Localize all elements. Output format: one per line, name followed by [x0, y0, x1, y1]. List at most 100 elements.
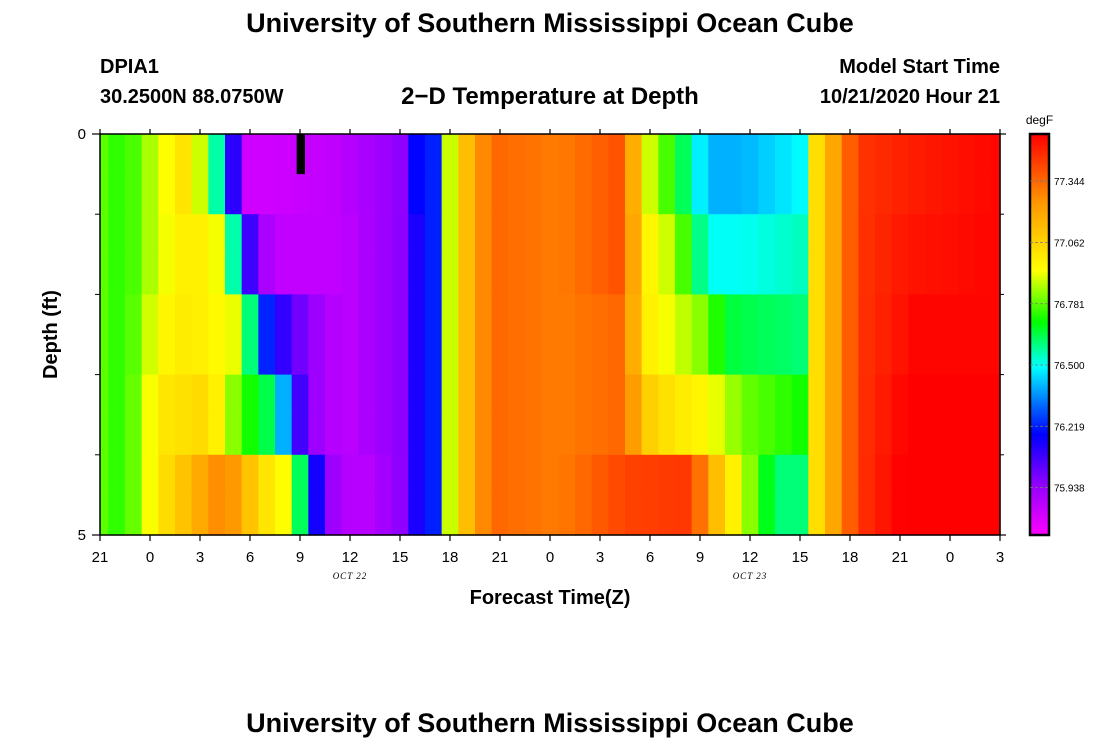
heatmap-cell [708, 494, 726, 536]
heatmap-cell [558, 254, 576, 295]
heatmap-cell [275, 414, 293, 456]
heatmap-cell [125, 494, 143, 536]
heatmap-cell [658, 134, 676, 175]
heatmap-cell [991, 414, 1001, 456]
heatmap-cell [875, 134, 893, 175]
heatmap-cell [208, 174, 226, 215]
heatmap-cell [375, 374, 393, 416]
x-tick-label: 6 [246, 549, 254, 566]
heatmap-cell [241, 174, 259, 215]
heatmap-cell [141, 454, 159, 496]
heatmap-cell [925, 294, 943, 336]
heatmap-cell [391, 134, 409, 175]
heatmap-cell [591, 374, 609, 416]
y-tick-label: 0 [78, 126, 86, 143]
heatmap-cell [258, 494, 276, 536]
heatmap-cell [608, 454, 626, 496]
heatmap-cell [691, 134, 709, 175]
heatmap-cell [475, 454, 493, 496]
x-tick-label: 3 [596, 549, 604, 566]
heatmap-cell [808, 454, 826, 496]
heatmap-cell [308, 174, 326, 215]
heatmap-cell [975, 374, 993, 416]
heatmap-cell [991, 134, 1001, 175]
heatmap-cell [908, 134, 926, 175]
heatmap-cell [891, 294, 909, 336]
heatmap-cell [691, 414, 709, 456]
heatmap-cell [100, 454, 109, 496]
heatmap-cell [658, 214, 676, 255]
heatmap-cell [941, 414, 959, 456]
heatmap-cell [725, 374, 743, 416]
heatmap-cell [575, 134, 593, 175]
heatmap-cell [725, 414, 743, 456]
heatmap-cell [958, 334, 976, 376]
heatmap-cell [258, 254, 276, 295]
heatmap-cell [325, 254, 343, 295]
heatmap-cell [791, 254, 809, 295]
heatmap-cell [608, 294, 626, 336]
heatmap-cell [808, 374, 826, 416]
heatmap-cell [891, 214, 909, 255]
heatmap-cell [625, 214, 643, 255]
heatmap-cell [408, 254, 426, 295]
heatmap-cell [491, 334, 509, 376]
heatmap-cell [291, 254, 309, 295]
heatmap-cell [341, 494, 359, 536]
heatmap-cell [741, 254, 759, 295]
heatmap-cell [991, 294, 1001, 336]
heatmap-cell [475, 174, 493, 215]
heatmap-cell [158, 374, 176, 416]
heatmap-cell [458, 374, 476, 416]
heatmap-cell [108, 174, 126, 215]
heatmap-cell [100, 134, 109, 175]
heatmap-cell [758, 174, 776, 215]
heatmap-cell [625, 294, 643, 336]
heatmap-cell [658, 294, 676, 336]
heatmap-cell [225, 214, 243, 255]
heatmap-cell [608, 414, 626, 456]
heatmap-cell [808, 414, 826, 456]
heatmap-cell [108, 294, 126, 336]
heatmap-cell [158, 174, 176, 215]
heatmap-cell [175, 134, 193, 175]
heatmap-cell [358, 254, 376, 295]
heatmap-cell [158, 334, 176, 376]
heatmap-cell [100, 174, 109, 215]
x-tick-label: 9 [296, 549, 304, 566]
heatmap-cell [141, 374, 159, 416]
heatmap-cell [791, 174, 809, 215]
heatmap-cell [191, 494, 209, 536]
heatmap-cell [358, 294, 376, 336]
heatmap-cell [891, 374, 909, 416]
heatmap-cell [575, 174, 593, 215]
heatmap-cell [508, 414, 526, 456]
heatmap-cell [425, 494, 443, 536]
station-id: DPIA1 [100, 56, 159, 78]
heatmap-cell [475, 254, 493, 295]
heatmap-cell [100, 374, 109, 416]
heatmap-cell [858, 134, 876, 175]
heatmap-cell [475, 334, 493, 376]
heatmap-cell [708, 214, 726, 255]
heatmap-cell [941, 494, 959, 536]
heatmap-cell [941, 454, 959, 496]
heatmap-cell [891, 414, 909, 456]
heatmap-cell [491, 494, 509, 536]
heatmap-cell [441, 454, 459, 496]
heatmap-cell [475, 374, 493, 416]
heatmap-cell [341, 374, 359, 416]
heatmap-cell [991, 214, 1001, 255]
colorbar-tick-label: 76.500 [1054, 361, 1085, 372]
heatmap-cell [391, 334, 409, 376]
y-axis-label: Depth (ft) [40, 290, 62, 379]
heatmap-cell [508, 334, 526, 376]
heatmap-cell [491, 294, 509, 336]
heatmap-cell [725, 334, 743, 376]
heatmap-cell [858, 414, 876, 456]
heatmap-cell [275, 494, 293, 536]
heatmap-cell [141, 174, 159, 215]
heatmap-cell [641, 414, 659, 456]
heatmap-cell [408, 374, 426, 416]
heatmap-cell [658, 374, 676, 416]
